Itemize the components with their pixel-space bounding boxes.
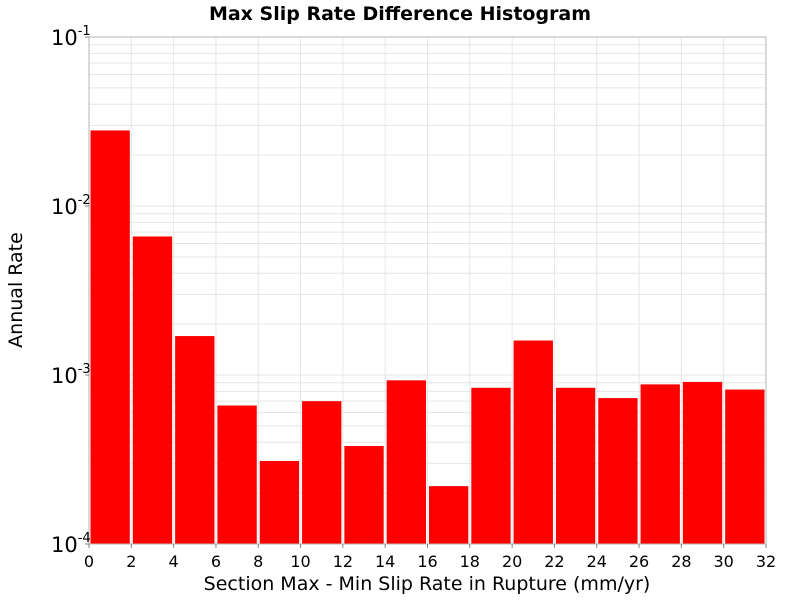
bar-11 <box>555 387 596 544</box>
bar-8 <box>429 486 469 544</box>
y-tick-label: 10-3 <box>51 362 91 388</box>
bar-4 <box>259 460 300 544</box>
x-tick-label: 30 <box>714 552 734 571</box>
chart-title: Max Slip Rate Difference Histogram <box>209 3 591 25</box>
bar-9 <box>471 387 511 544</box>
bar-10 <box>513 340 553 544</box>
x-axis-label: Section Max - Min Slip Rate in Rupture (… <box>204 573 651 595</box>
x-tick-label: 8 <box>253 552 263 571</box>
bar-14 <box>682 381 723 544</box>
x-tick-label: 2 <box>126 552 136 571</box>
bar-15 <box>725 389 765 544</box>
y-tick-label: 10-4 <box>51 531 91 557</box>
x-tick-label: 12 <box>333 552 353 571</box>
x-tick-label: 6 <box>211 552 221 571</box>
x-tick-label: 16 <box>417 552 437 571</box>
y-tick-label: 10-2 <box>51 193 91 219</box>
y-axis-ticks: 10-1 10-2 10-3 10-4 <box>51 24 91 557</box>
x-tick-label: 24 <box>587 552 607 571</box>
x-tick-label: 10 <box>290 552 310 571</box>
bar-3 <box>217 405 257 544</box>
bar-1 <box>132 236 173 544</box>
x-tick-label: 4 <box>169 552 179 571</box>
bars <box>90 130 765 544</box>
x-tick-label: 22 <box>544 552 564 571</box>
bar-13 <box>640 384 680 544</box>
x-tick-label: 0 <box>84 552 94 571</box>
x-tick-label: 32 <box>756 552 776 571</box>
x-tick-label: 28 <box>671 552 691 571</box>
bar-7 <box>386 380 426 544</box>
bar-12 <box>598 398 638 544</box>
y-tick-label: 10-1 <box>51 24 91 50</box>
x-tick-label: 14 <box>375 552 395 571</box>
x-tick-label: 26 <box>629 552 649 571</box>
x-tick-label: 20 <box>502 552 522 571</box>
bar-5 <box>302 401 342 544</box>
x-tick-label: 18 <box>460 552 480 571</box>
bar-6 <box>344 446 384 544</box>
y-axis-label: Annual Rate <box>5 232 27 348</box>
x-axis-ticks: 0 2 4 6 8 10 12 14 16 18 20 22 24 26 28 30 32 <box>84 544 776 571</box>
bar-0 <box>90 130 130 544</box>
bar-2 <box>175 336 215 544</box>
